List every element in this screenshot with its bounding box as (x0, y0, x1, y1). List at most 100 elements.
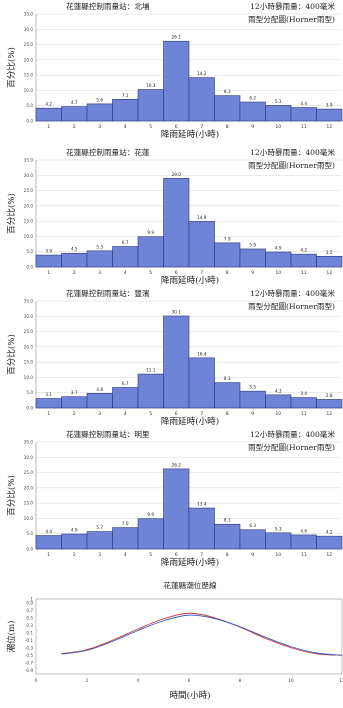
y-tick-label: -0.5 (25, 653, 34, 658)
bar (188, 221, 215, 268)
y-tick-label: 20.0 (24, 485, 34, 490)
x-tick-label: 1 (47, 552, 50, 558)
x-tick-label: 10 (275, 124, 281, 130)
bar (290, 253, 317, 268)
bar (112, 246, 139, 268)
chart-title: 花蓮縣潮位歷線 (163, 580, 217, 590)
x-tick-label: 4 (137, 678, 140, 683)
x-tick-label: 3 (98, 411, 101, 417)
bar-value-label: 8.1 (224, 518, 231, 523)
x-tick-label: 6 (175, 270, 178, 276)
bar-value-label: 4.3 (275, 388, 282, 393)
y-tick-label: 1 (30, 597, 33, 602)
x-axis-label: 降雨延時(小時) (161, 556, 219, 568)
bar (316, 108, 343, 122)
bar-value-label: 26.1 (172, 35, 182, 40)
bar-value-label: 9.9 (147, 512, 154, 517)
y-tick-label: 25.0 (24, 42, 34, 47)
bar (61, 396, 88, 409)
bar (61, 533, 88, 550)
bar-value-label: 5.1 (275, 99, 282, 104)
x-tick-label: 7 (200, 270, 203, 276)
x-tick-label: 10 (275, 270, 281, 276)
y-tick-label: 5.0 (26, 249, 33, 254)
bar-value-label: 29.0 (172, 172, 182, 177)
bar-value-label: 8.3 (224, 89, 231, 94)
x-tick-label: 7 (200, 411, 203, 417)
x-tick-label: 6 (188, 678, 191, 683)
bar-value-label: 4.4 (45, 529, 52, 534)
x-tick-label: 9 (251, 270, 254, 276)
x-tick-label: 8 (226, 270, 229, 276)
x-tick-label: 11 (301, 411, 307, 417)
bar (265, 394, 292, 409)
y-tick-label: 0.5 (26, 615, 33, 620)
bar (163, 315, 190, 409)
x-tick-label: 3 (98, 552, 101, 558)
y-tick-label: 5.0 (26, 103, 33, 108)
bar (290, 397, 317, 409)
x-tick-label: 11 (301, 124, 307, 130)
bar-value-label: 5.9 (249, 242, 256, 247)
x-tick-label: 3 (98, 270, 101, 276)
bar (265, 105, 292, 122)
bar (35, 254, 62, 268)
bar-value-label: 7.0 (122, 521, 129, 526)
x-tick-label: 4 (124, 411, 127, 417)
x-tick-label: 7 (200, 124, 203, 130)
bar (239, 529, 266, 550)
y-tick-label: 15.0 (24, 73, 34, 78)
chart-subtitle: 雨型分配圖(Horner雨型) (248, 443, 335, 452)
bar (214, 95, 241, 122)
bar (86, 103, 113, 122)
x-tick-label: 4 (124, 552, 127, 558)
bar (163, 468, 190, 550)
x-axis-label: 時間(小時) (169, 690, 210, 701)
rain-amount-label: 12小時暴雨量：400毫米 (250, 1, 335, 11)
x-tick-label: 11 (301, 552, 307, 558)
bar-value-label: 5.7 (96, 525, 103, 530)
bar (188, 507, 215, 550)
tide-series-line (61, 614, 343, 656)
bar-value-label: 6.7 (122, 381, 129, 386)
bar-value-label: 10.3 (146, 83, 156, 88)
y-tick-label: 10.0 (24, 88, 34, 93)
bar (214, 523, 241, 550)
x-tick-label: 9 (251, 552, 254, 558)
bar (316, 399, 343, 409)
bar (239, 248, 266, 268)
y-tick-label: 25.0 (24, 188, 34, 193)
bar-value-label: 11.1 (146, 368, 156, 373)
bar (265, 251, 292, 268)
y-tick-label: 35.0 (24, 12, 34, 17)
bar-value-label: 30.1 (172, 309, 182, 314)
bar-value-label: 4.7 (71, 100, 78, 105)
x-tick-label: 8 (226, 124, 229, 130)
y-tick-label: 35.0 (24, 299, 34, 304)
y-tick-label: 30.0 (24, 455, 34, 460)
bar-value-label: 6.3 (249, 523, 256, 528)
y-tick-label: 30.0 (24, 27, 34, 32)
x-tick-label: 12 (326, 124, 332, 130)
x-axis-label: 降雨延時(小時) (161, 415, 219, 427)
y-tick-label: 0.9 (26, 600, 33, 605)
x-tick-label: 5 (149, 124, 152, 130)
bar (163, 40, 190, 122)
bar (35, 398, 62, 409)
y-tick-label: 20.0 (24, 203, 34, 208)
plot-frame (35, 598, 343, 675)
y-tick-label: 15.0 (24, 360, 34, 365)
x-tick-label: 12 (326, 552, 332, 558)
bar-value-label: 4.5 (71, 247, 78, 252)
x-tick-label: 2 (73, 552, 76, 558)
bar (61, 106, 88, 122)
bar-value-label: 5.3 (96, 244, 103, 249)
y-tick-label: 25.0 (24, 470, 34, 475)
bar-value-label: 3.5 (326, 250, 333, 255)
y-tick-label: 0.0 (26, 119, 33, 124)
x-tick-label: 12 (326, 411, 332, 417)
bar (265, 532, 292, 550)
chart-title: 花蓮縣控制雨量站：北埔 (66, 1, 150, 11)
